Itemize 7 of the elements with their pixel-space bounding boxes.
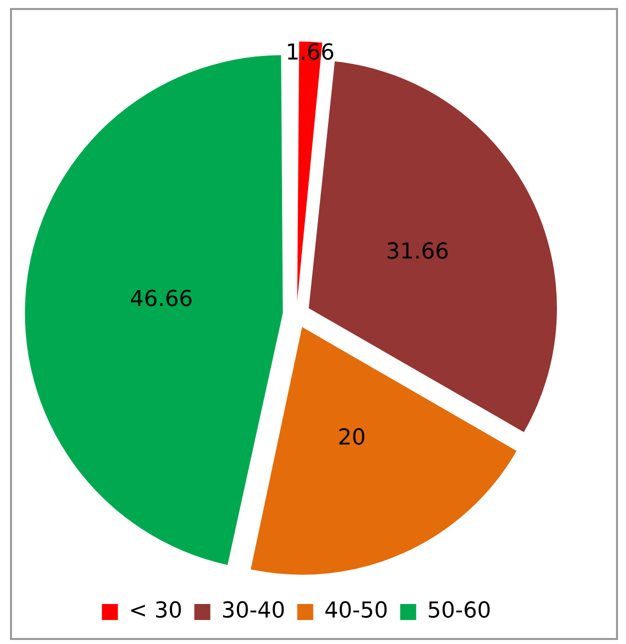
data-label: 20 — [338, 425, 366, 450]
data-label: 46.66 — [130, 287, 193, 312]
data-label: 31.66 — [386, 239, 450, 264]
legend-label: < 30 — [128, 598, 182, 624]
legend-label: 50-60 — [427, 598, 492, 624]
legend-label: 30-40 — [221, 598, 286, 624]
legend-label: 40-50 — [324, 598, 388, 624]
